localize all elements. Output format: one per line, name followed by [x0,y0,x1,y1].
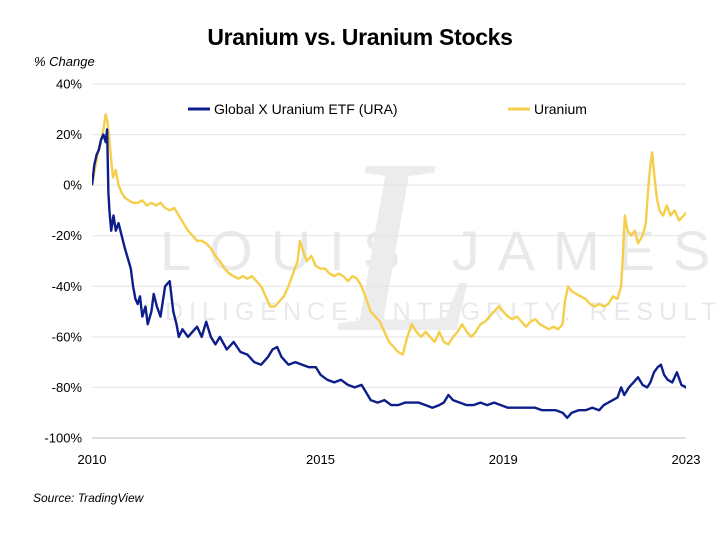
legend-label-ura: Global X Uranium ETF (URA) [214,101,398,117]
series-line-ura [92,128,686,419]
chart-title: Uranium vs. Uranium Stocks [207,24,513,50]
y-tick-label: -100% [44,431,82,446]
y-tick-label: 0% [63,178,82,193]
x-axis: 2010 2015 2019 2023 [78,452,701,467]
y-tick-label: -20% [52,228,83,243]
y-tick-label: 20% [56,127,82,142]
watermark-tagline: DILIGENCE. INTEGRITY. RESULTS. [165,298,720,326]
y-tick-label: -80% [52,380,83,395]
watermark-name: LOUIS JAMES [160,219,720,282]
legend-label-uranium: Uranium [534,101,587,117]
y-tick-label: -60% [52,329,83,344]
y-axis-label: % Change [34,54,95,69]
x-tick-label: 2023 [672,452,701,467]
series-lines [92,113,686,419]
grid [92,83,686,439]
x-tick-label: 2019 [489,452,518,467]
series-line-uranium [92,113,686,356]
x-tick-label: 2015 [306,452,335,467]
watermark: LOUIS JAMES DILIGENCE. INTEGRITY. RESULT… [160,108,720,385]
y-axis: 40% 20% 0% -20% -40% -60% -80% -100% [44,77,82,446]
legend: Global X Uranium ETF (URA) Uranium [188,101,587,117]
y-tick-label: 40% [56,77,82,92]
watermark-script-l: L [337,108,479,385]
x-tick-label: 2010 [78,452,107,467]
source-note: Source: TradingView [33,491,144,505]
y-tick-label: -40% [52,279,83,294]
